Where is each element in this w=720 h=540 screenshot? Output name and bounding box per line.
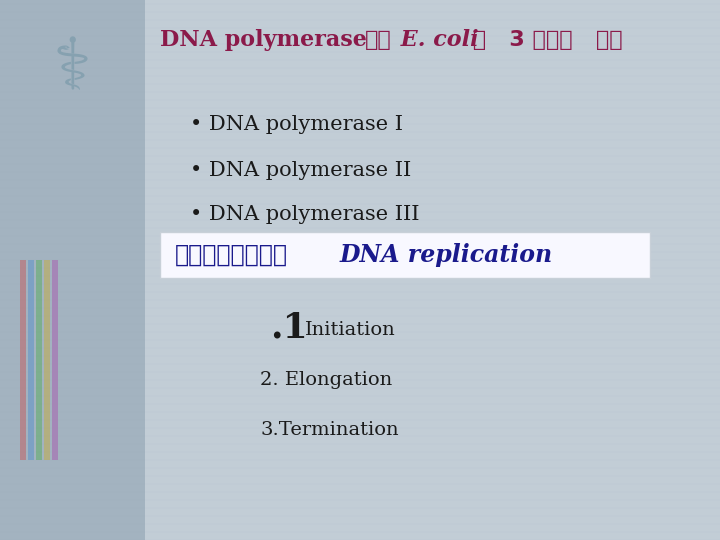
Text: DNA replication: DNA replication: [340, 243, 553, 267]
Text: DNA polymerase: DNA polymerase: [160, 29, 374, 51]
Text: ม   3 ชนด   คอ: ม 3 ชนด คอ: [465, 30, 623, 50]
Text: ใน: ใน: [365, 30, 392, 50]
Bar: [36, 260, 42, 460]
Bar: [0, 0, 145, 540]
Text: • DNA polymerase III: • DNA polymerase III: [190, 206, 420, 225]
FancyBboxPatch shape: [160, 232, 650, 278]
Text: • DNA polymerase II: • DNA polymerase II: [190, 160, 411, 179]
Bar: [28, 260, 34, 460]
Text: ขนตอนของ: ขนตอนของ: [175, 243, 288, 267]
Text: 3.Termination: 3.Termination: [260, 421, 399, 439]
Bar: [52, 260, 58, 460]
Text: E. coli: E. coli: [393, 29, 479, 51]
Text: .1: .1: [270, 310, 307, 344]
Text: 2. Elongation: 2. Elongation: [260, 371, 392, 389]
Text: Initiation: Initiation: [305, 321, 396, 339]
Bar: [20, 260, 26, 460]
Bar: [44, 260, 50, 460]
Text: ⚕: ⚕: [53, 36, 91, 105]
Text: • DNA polymerase I: • DNA polymerase I: [190, 116, 403, 134]
